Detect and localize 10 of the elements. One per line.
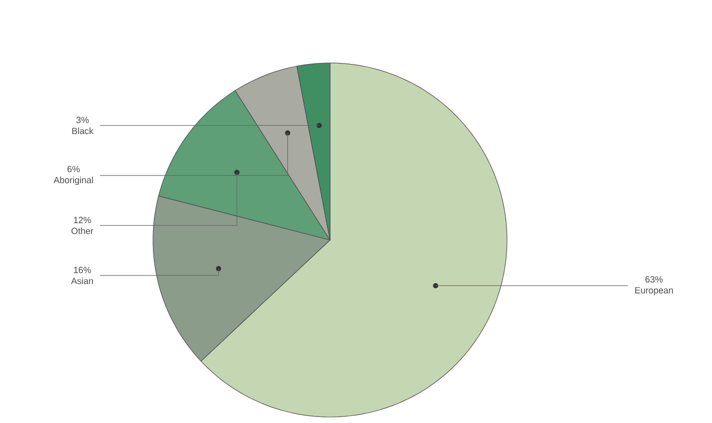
- slice-label: Black: [72, 128, 94, 134]
- slice-label: Aboriginal: [54, 176, 93, 185]
- data-label: 6%: [68, 166, 80, 172]
- data-label: 63%: [645, 276, 663, 282]
- slice-label: European: [635, 287, 673, 296]
- data-label: 16%: [74, 266, 91, 274]
- data-label: 3%: [76, 116, 89, 124]
- data-label: 12%: [74, 216, 91, 224]
- slice-label: Other: [71, 228, 94, 234]
- slice-label: Asian: [71, 278, 93, 284]
